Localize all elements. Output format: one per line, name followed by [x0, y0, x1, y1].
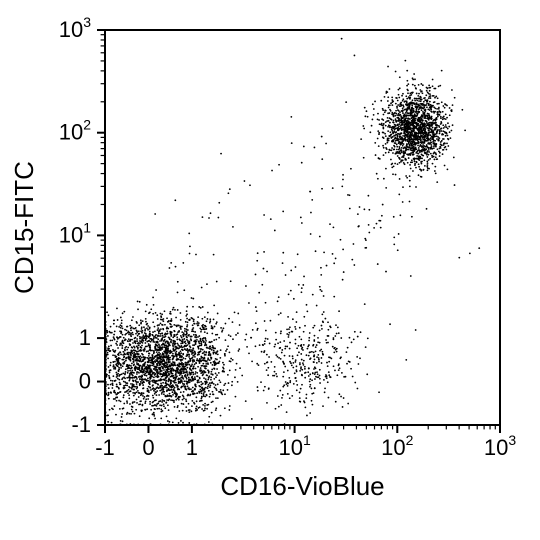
- svg-text:-1: -1: [95, 435, 115, 460]
- svg-text:0: 0: [142, 435, 154, 460]
- svg-text:1: 1: [186, 435, 198, 460]
- chart-svg: -101101102103-101101102103CD16-VioBlueCD…: [0, 0, 540, 540]
- svg-text:CD15-FITC: CD15-FITC: [9, 161, 39, 294]
- flow-cytometry-scatter: -101101102103-101101102103CD16-VioBlueCD…: [0, 0, 540, 540]
- svg-text:1: 1: [79, 325, 91, 350]
- svg-text:0: 0: [79, 369, 91, 394]
- svg-text:-1: -1: [71, 412, 91, 437]
- svg-text:CD16-VioBlue: CD16-VioBlue: [220, 471, 384, 501]
